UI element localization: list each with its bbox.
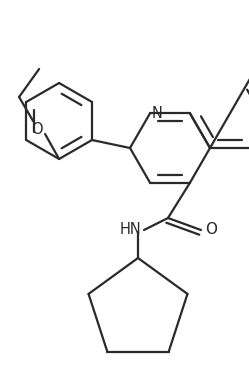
Text: O: O — [205, 222, 217, 237]
Text: HN: HN — [120, 222, 142, 237]
Text: N: N — [152, 106, 163, 121]
Text: O: O — [31, 121, 43, 137]
